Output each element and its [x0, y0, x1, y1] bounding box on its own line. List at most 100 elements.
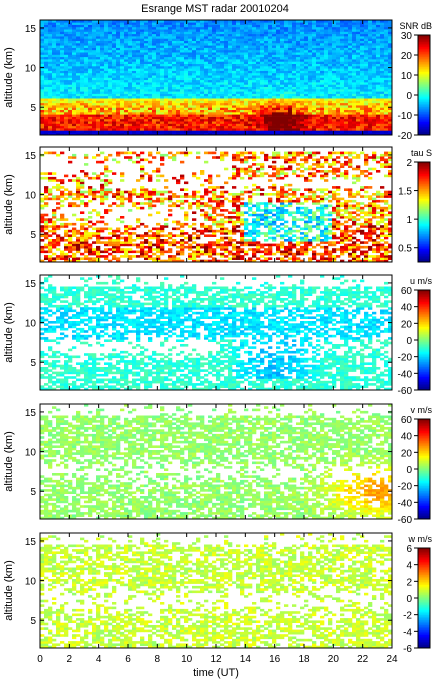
- heatmap-cell: [288, 63, 293, 67]
- heatmap-cell: [92, 248, 97, 251]
- heatmap-cell: [320, 130, 325, 133]
- heatmap-cell: [320, 59, 325, 62]
- heatmap-cell: [312, 107, 317, 110]
- heatmap-cell: [132, 128, 137, 131]
- heatmap-cell: [272, 123, 277, 127]
- heatmap-cell: [264, 26, 269, 30]
- heatmap-cell: [184, 22, 189, 25]
- heatmap-cell: [260, 82, 265, 85]
- heatmap-cell: [180, 98, 185, 101]
- heatmap-cell: [64, 38, 69, 41]
- heatmap-cell: [320, 112, 325, 115]
- heatmap-cell: [68, 112, 73, 115]
- heatmap-cell: [48, 188, 53, 191]
- heatmap-cell: [196, 49, 201, 53]
- heatmap-cell: [152, 86, 157, 90]
- heatmap-cell: [300, 24, 305, 28]
- heatmap-cell: [268, 54, 273, 58]
- heatmap-cell: [132, 98, 137, 101]
- heatmap-cell: [320, 102, 325, 106]
- heatmap-cell: [136, 38, 141, 41]
- heatmap-cell: [180, 49, 185, 53]
- heatmap-cell: [264, 79, 269, 83]
- heatmap-cell: [164, 132, 169, 136]
- heatmap-cell: [180, 47, 185, 51]
- heatmap-cell: [108, 63, 113, 67]
- heatmap-cell: [108, 31, 113, 35]
- heatmap-cell: [384, 118, 389, 122]
- heatmap-cell: [236, 20, 241, 23]
- heatmap-cell: [376, 24, 381, 28]
- heatmap-cell: [352, 54, 357, 58]
- heatmap-cell: [84, 174, 89, 178]
- heatmap-cell: [288, 132, 293, 136]
- heatmap-cell: [160, 26, 165, 30]
- heatmap-cell: [356, 132, 361, 136]
- heatmap-cell: [64, 45, 69, 48]
- heatmap-cell: [344, 89, 349, 92]
- heatmap-cell: [92, 49, 97, 53]
- heatmap-cell: [172, 36, 177, 39]
- heatmap-cell: [100, 105, 105, 108]
- heatmap-cell: [384, 109, 389, 113]
- heatmap-cell: [328, 26, 333, 30]
- heatmap-cell: [60, 79, 65, 83]
- heatmap-cell: [84, 102, 89, 106]
- heatmap-cell: [284, 128, 289, 131]
- heatmap-cell: [252, 52, 257, 55]
- heatmap-cell: [220, 61, 225, 64]
- heatmap-cell: [320, 72, 325, 76]
- heatmap-cell: [232, 38, 237, 41]
- heatmap-cell: [356, 77, 361, 81]
- heatmap-cell: [324, 107, 329, 110]
- heatmap-cell: [308, 112, 313, 115]
- heatmap-cell: [160, 43, 165, 46]
- heatmap-cell: [180, 109, 185, 113]
- heatmap-cell: [376, 100, 381, 104]
- heatmap-cell: [356, 91, 361, 94]
- heatmap-cell: [84, 222, 89, 226]
- heatmap-cell: [84, 232, 89, 235]
- heatmap-cell: [108, 47, 113, 51]
- heatmap-cell: [200, 100, 205, 104]
- heatmap-cell: [188, 40, 193, 44]
- heatmap-cell: [96, 86, 101, 90]
- heatmap-cell: [64, 29, 69, 32]
- heatmap-cell: [360, 82, 365, 85]
- heatmap-cell: [272, 95, 277, 99]
- heatmap-cell: [216, 128, 221, 131]
- heatmap-cell: [184, 118, 189, 122]
- heatmap-cell: [320, 29, 325, 32]
- heatmap-cell: [276, 123, 281, 127]
- heatmap-cell: [356, 56, 361, 60]
- heatmap-cell: [324, 77, 329, 81]
- heatmap-cell: [124, 63, 129, 67]
- heatmap-cell: [340, 26, 345, 30]
- heatmap-cell: [364, 61, 369, 64]
- heatmap-cell: [212, 100, 217, 104]
- heatmap-cell: [204, 114, 209, 117]
- colorbar-segment: [418, 81, 430, 84]
- heatmap-cell: [260, 66, 265, 69]
- heatmap-cell: [168, 123, 173, 127]
- heatmap-cell: [128, 116, 133, 120]
- heatmap-cell: [252, 114, 257, 117]
- heatmap-cell: [164, 91, 169, 94]
- heatmap-cell: [136, 109, 141, 113]
- heatmap-cell: [268, 123, 273, 127]
- heatmap-cell: [180, 45, 185, 48]
- heatmap-cell: [284, 49, 289, 53]
- heatmap-cell: [76, 105, 81, 108]
- colorbar-segment: [418, 113, 430, 116]
- heatmap-cell: [148, 70, 153, 74]
- heatmap-cell: [152, 130, 157, 133]
- heatmap-cell: [200, 20, 205, 23]
- heatmap-cell: [180, 75, 185, 78]
- heatmap-cell: [108, 54, 113, 58]
- heatmap-cell: [84, 66, 89, 69]
- heatmap-cell: [184, 54, 189, 58]
- heatmap-cell: [240, 112, 245, 115]
- heatmap-cell: [296, 116, 301, 120]
- heatmap-cell: [136, 112, 141, 115]
